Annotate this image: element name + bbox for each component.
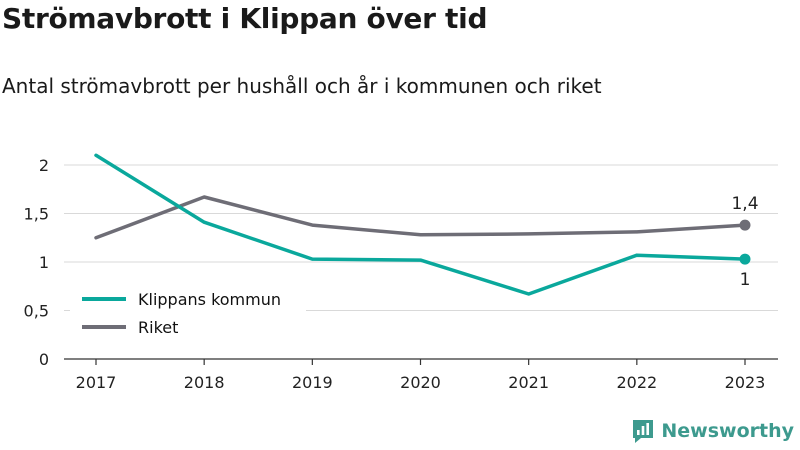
x-tick-label: 2020 [400, 373, 441, 392]
x-tick-label: 2019 [292, 373, 333, 392]
x-tick-label: 2021 [508, 373, 549, 392]
newsworthy-logo-icon [633, 420, 654, 443]
legend-label: Klippans kommun [138, 290, 281, 309]
y-tick-label: 2 [39, 156, 49, 175]
y-tick-label: 1,5 [24, 205, 49, 224]
legend-background [70, 284, 306, 342]
x-tick-label: 2022 [616, 373, 657, 392]
chart-subtitle: Antal strömavbrott per hushåll och år i … [2, 74, 602, 98]
y-tick-label: 0 [39, 350, 49, 369]
x-tick-label: 2023 [725, 373, 766, 392]
y-tick-label: 1 [39, 253, 49, 272]
end-label-riket: 1,4 [731, 194, 758, 214]
x-tick-label: 2017 [76, 373, 117, 392]
brand-logo: Newsworthy [631, 418, 794, 444]
end-label-klippans-kommun: 1 [740, 270, 751, 290]
series-line-klippans-kommun [94, 153, 747, 296]
legend-label: Riket [138, 318, 178, 337]
end-point-riket [739, 219, 751, 231]
brand-name: Newsworthy [661, 420, 794, 442]
end-point-klippans-kommun [739, 253, 751, 265]
chart-title: Strömavbrott i Klippan över tid [2, 2, 488, 35]
y-tick-label: 0,5 [24, 302, 49, 321]
x-tick-label: 2018 [184, 373, 225, 392]
series-line-riket [94, 195, 747, 240]
